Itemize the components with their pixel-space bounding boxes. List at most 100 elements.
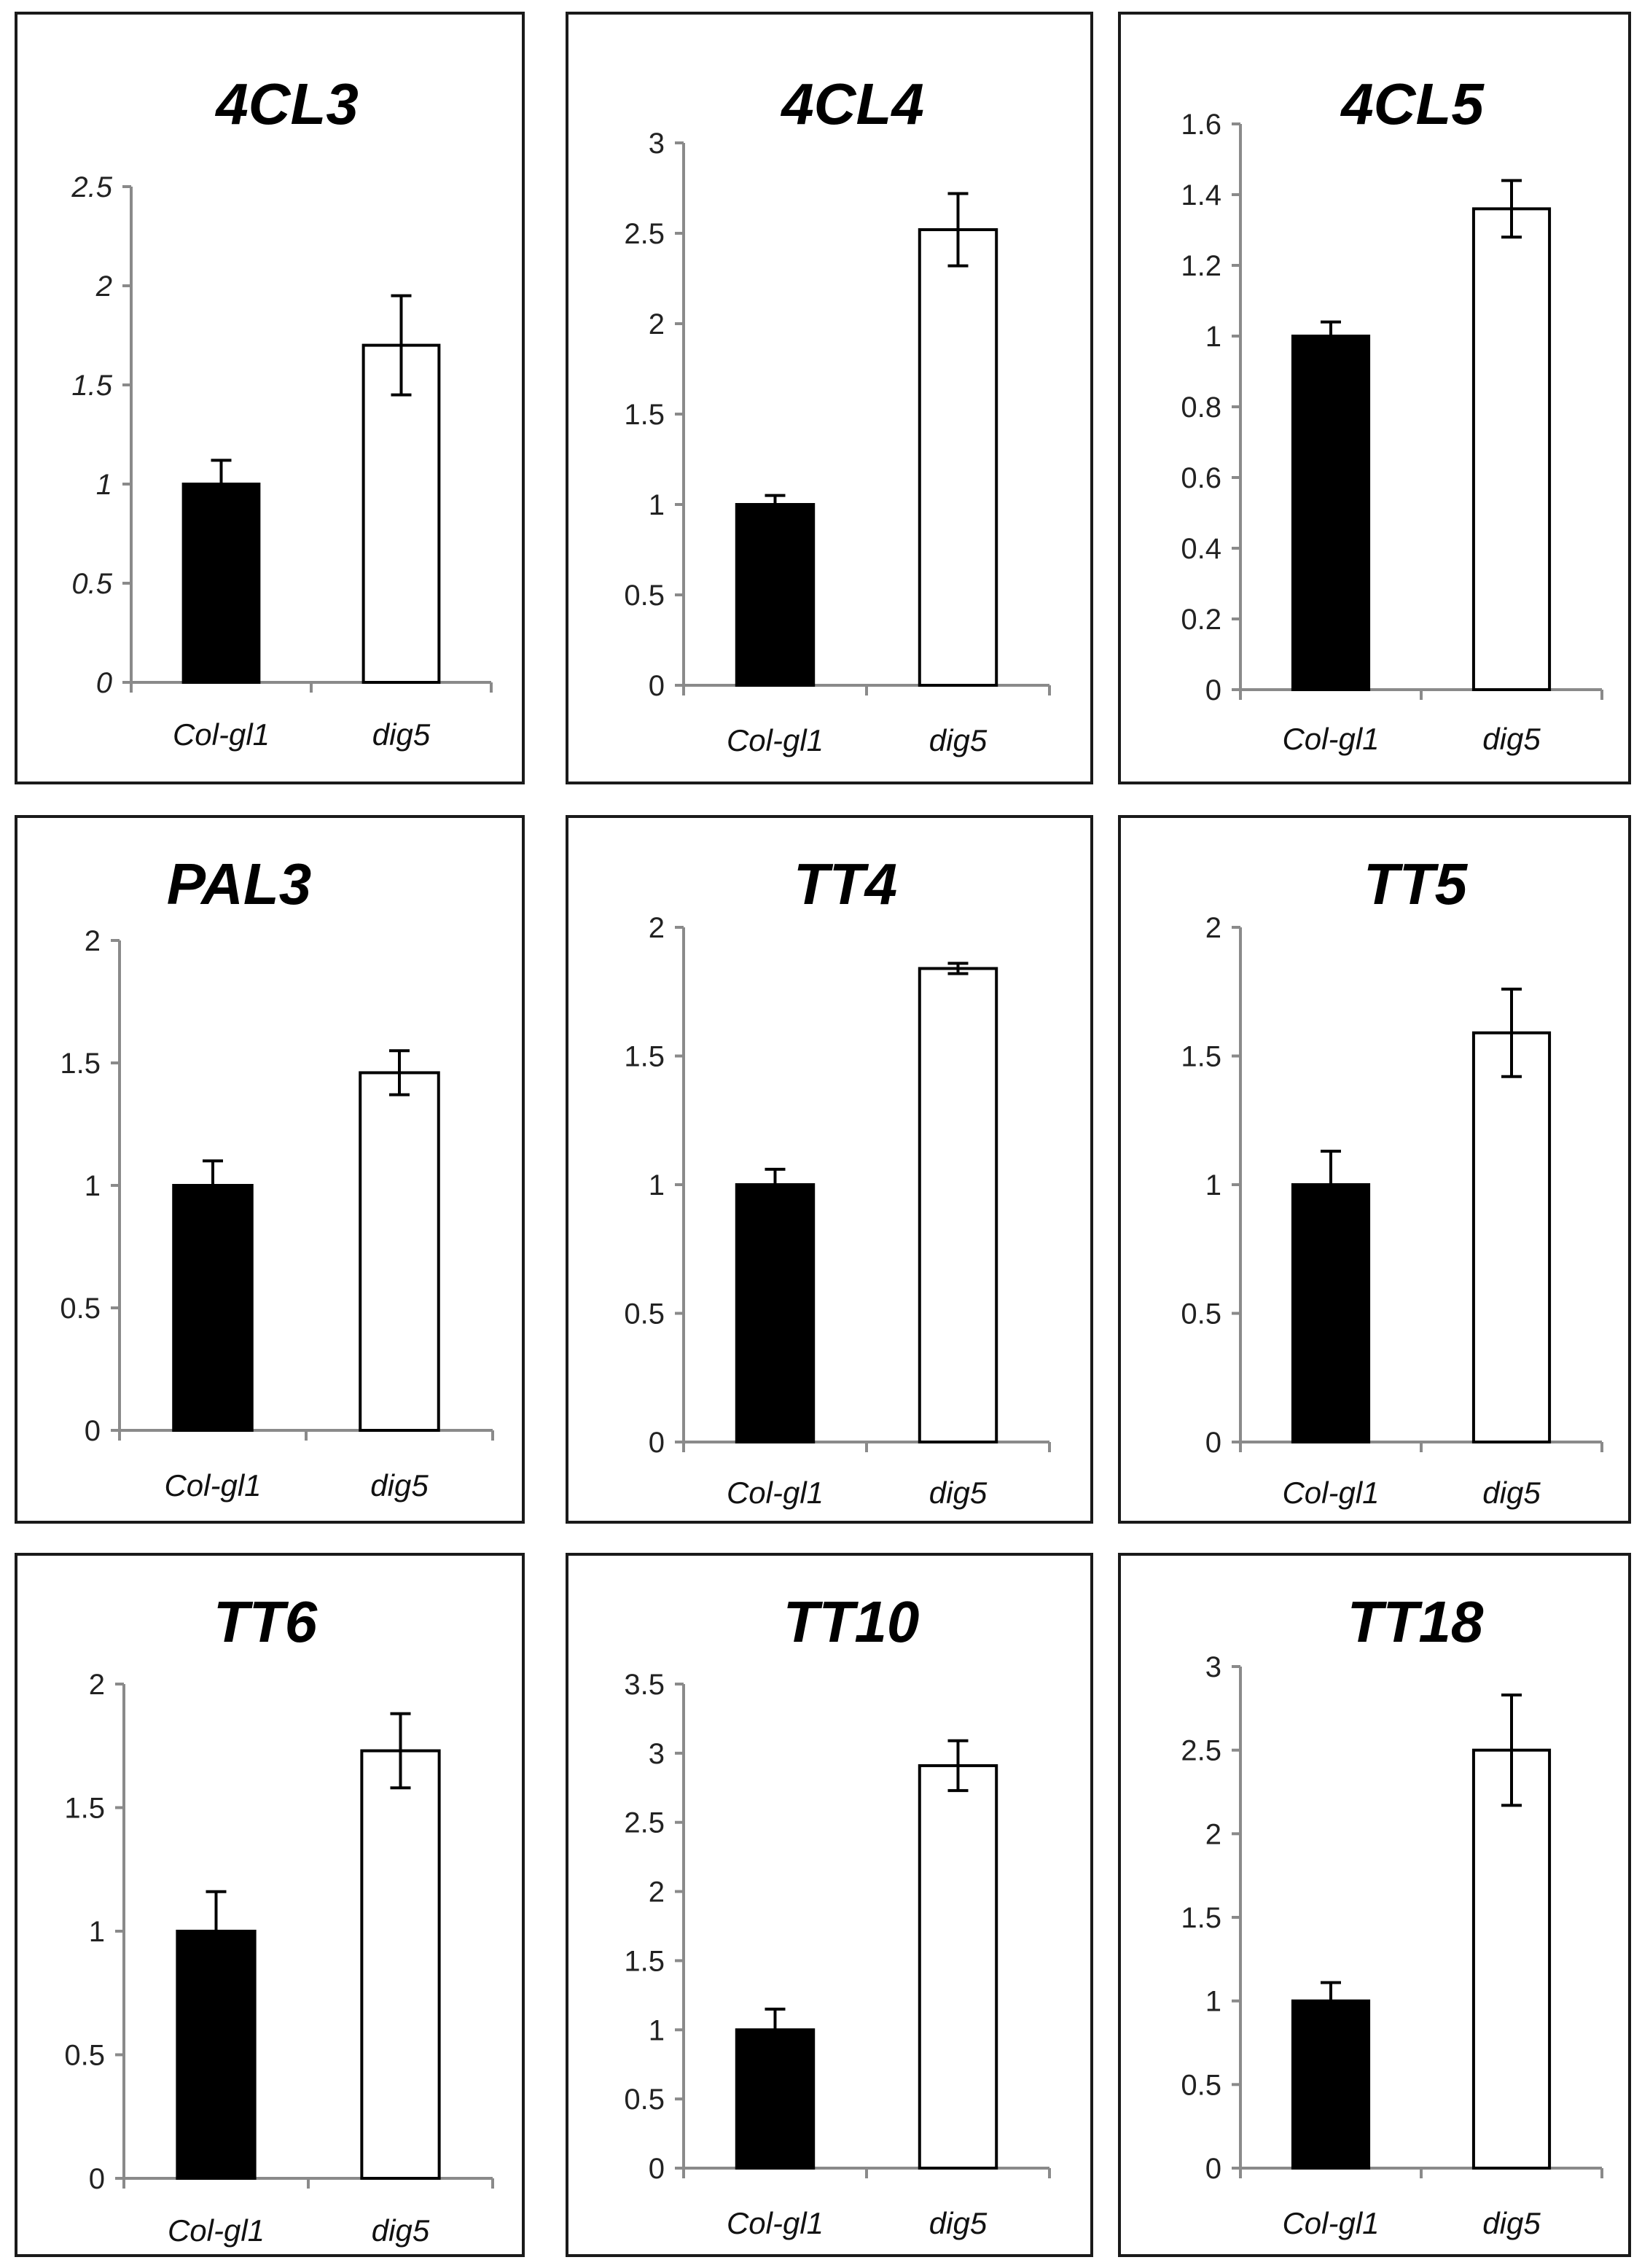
y-tick-label: 0.5 [624, 580, 665, 612]
y-tick-label: 1.6 [1181, 109, 1221, 141]
error-bar-dig5 [1501, 987, 1522, 1078]
x-category-label: Col-gl1 [1282, 1476, 1379, 1510]
chart-title: TT6 [214, 1589, 318, 1654]
bar-col-gl1 [735, 503, 816, 687]
x-category-label: Col-gl1 [164, 1468, 261, 1503]
y-tick-label: 0.5 [624, 1298, 665, 1330]
bar-col-gl1 [181, 483, 261, 684]
y-tick-label: 0.5 [624, 2084, 665, 2116]
bar-col-gl1 [1291, 1999, 1371, 2170]
y-tick-label: 2.5 [71, 171, 112, 203]
x-category-label: Col-gl1 [727, 2206, 824, 2240]
y-tick-label: 0.5 [60, 1293, 101, 1325]
y-tick-label: 1 [1205, 1986, 1221, 2018]
y-tick-label: 0.4 [1181, 533, 1221, 565]
y-tick-label: 1.5 [71, 370, 112, 402]
y-tick-label: 2.5 [624, 218, 665, 250]
bar-dig5 [359, 1071, 440, 1432]
chart-panel-4cl5: 4CL5 0 0.2 0.4 0.6 0.8 1 1.2 1.4 1.6 Col-gl1 dig5 [1118, 12, 1631, 784]
y-tick-label: 0 [1205, 1427, 1221, 1459]
y-tick-label: 1.2 [1181, 250, 1221, 282]
chart-panel-tt10: TT10 0 0.5 1 1.5 2 2.5 3 3.5 Col-gl1 dig5 [566, 1553, 1093, 2257]
y-tick-label: 2 [85, 925, 101, 957]
y-tick-label: 1.5 [624, 1041, 665, 1073]
x-category-label: Col-gl1 [1282, 2206, 1379, 2240]
y-tick-label: 1 [96, 469, 112, 501]
y-tick-label: 2.5 [1181, 1735, 1221, 1767]
chart-svg-pal3: PAL3 0 0.5 1 1.5 2 Col-gl1 dig5 [60, 852, 494, 1503]
bar-dig5 [1471, 1031, 1552, 1444]
y-tick-label: 1.5 [1181, 1902, 1221, 1934]
y-tick-label: 2.5 [624, 1807, 665, 1839]
error-bar-dig5 [389, 1049, 410, 1096]
error-bar-col-gl1 [206, 1890, 227, 1973]
chart-panel-tt6: TT6 0 0.5 1 1.5 2 Col-gl1 dig5 [15, 1553, 525, 2257]
y-tick-label: 0.8 [1181, 391, 1221, 424]
x-category-label: dig5 [929, 723, 988, 757]
error-bar-dig5 [391, 294, 412, 397]
bar-dig5 [1471, 1748, 1552, 2170]
x-category-label: dig5 [370, 1468, 429, 1503]
x-category-label: dig5 [1482, 2206, 1541, 2240]
y-tick-label: 2 [89, 1669, 105, 1701]
y-tick-label: 1.5 [64, 1793, 105, 1825]
chart-svg-tt5: TT5 0 0.5 1 1.5 2 Col-gl1 dig5 [1181, 852, 1603, 1510]
y-tick-label: 0 [1205, 674, 1221, 706]
chart-svg-4cl3: 4CL3 0 0.5 1 1.5 2 2.5 Col-gl1 dig5 [71, 71, 493, 752]
error-bar-dig5 [947, 962, 969, 975]
y-tick-label: 1 [85, 1170, 101, 1202]
y-tick-label: 2 [1205, 1818, 1221, 1850]
bar-col-gl1 [172, 1184, 254, 1432]
y-tick-label: 2 [649, 1877, 665, 1909]
error-bar-col-gl1 [765, 2007, 786, 2052]
chart-svg-tt10: TT10 0 0.5 1 1.5 2 2.5 3 3.5 Col-gl1 dig5 [624, 1589, 1051, 2240]
chart-title: 4CL5 [1340, 71, 1485, 136]
y-tick-label: 2 [95, 270, 112, 303]
y-tick-label: 0.5 [64, 2040, 105, 2072]
chart-title: TT10 [783, 1589, 920, 1654]
chart-title: PAL3 [167, 852, 312, 916]
error-bar-dig5 [1501, 179, 1522, 239]
chart-title: TT18 [1348, 1589, 1484, 1654]
error-bar-col-gl1 [765, 1167, 786, 1202]
x-category-label: Col-gl1 [727, 723, 824, 757]
y-tick-label: 1.5 [624, 1945, 665, 1977]
y-tick-label: 1.5 [60, 1048, 101, 1080]
bar-col-gl1 [735, 1183, 816, 1443]
y-tick-label: 1 [649, 489, 665, 521]
x-category-label: Col-gl1 [727, 1476, 824, 1510]
bar-col-gl1 [1291, 1183, 1371, 1443]
y-tick-label: 1 [89, 1916, 105, 1948]
error-bar-dig5 [947, 1739, 969, 1793]
y-tick-label: 0 [649, 670, 665, 702]
chart-svg-tt6: TT6 0 0.5 1 1.5 2 Col-gl1 dig5 [64, 1589, 494, 2248]
x-category-label: dig5 [372, 2213, 430, 2248]
chart-panel-4cl4: 4CL4 0 0.5 1 1.5 2 2.5 3 Col-gl1 dig5 [566, 12, 1093, 784]
error-bar-dig5 [947, 192, 969, 268]
y-tick-label: 0.5 [1181, 1298, 1221, 1330]
bar-dig5 [1471, 207, 1552, 691]
error-bar-col-gl1 [1321, 1150, 1341, 1220]
bar-col-gl1 [735, 2028, 816, 2170]
error-bar-dig5 [1501, 1693, 1522, 1807]
bar-dig5 [918, 1764, 998, 2170]
chart-panel-pal3: PAL3 0 0.5 1 1.5 2 Col-gl1 dig5 [15, 815, 525, 1524]
chart-panel-tt5: TT5 0 0.5 1 1.5 2 Col-gl1 dig5 [1118, 815, 1631, 1524]
y-tick-label: 0 [649, 1427, 665, 1459]
y-tick-label: 1.5 [624, 399, 665, 431]
bar-dig5 [361, 343, 441, 684]
y-tick-label: 3 [1205, 1651, 1221, 1683]
y-tick-label: 1 [649, 1169, 665, 1201]
y-tick-label: 0 [1205, 2153, 1221, 2185]
chart-svg-tt4: TT4 0 0.5 1 1.5 2 Col-gl1 dig5 [624, 852, 1051, 1510]
y-tick-label: 0.5 [1181, 2069, 1221, 2101]
x-category-label: dig5 [1482, 1476, 1541, 1510]
y-tick-label: 0.5 [71, 568, 112, 600]
chart-svg-tt18: TT18 0 0.5 1 1.5 2 2.5 3 Col-gl1 dig5 [1181, 1589, 1603, 2240]
y-tick-label: 1 [1205, 321, 1221, 353]
y-tick-label: 1 [649, 2014, 665, 2046]
error-bar-col-gl1 [765, 494, 786, 515]
y-tick-label: 0 [89, 2163, 105, 2195]
chart-svg-4cl5: 4CL5 0 0.2 0.4 0.6 0.8 1 1.2 1.4 1.6 Col-gl1 dig5 [1181, 71, 1603, 756]
bar-dig5 [918, 228, 998, 687]
